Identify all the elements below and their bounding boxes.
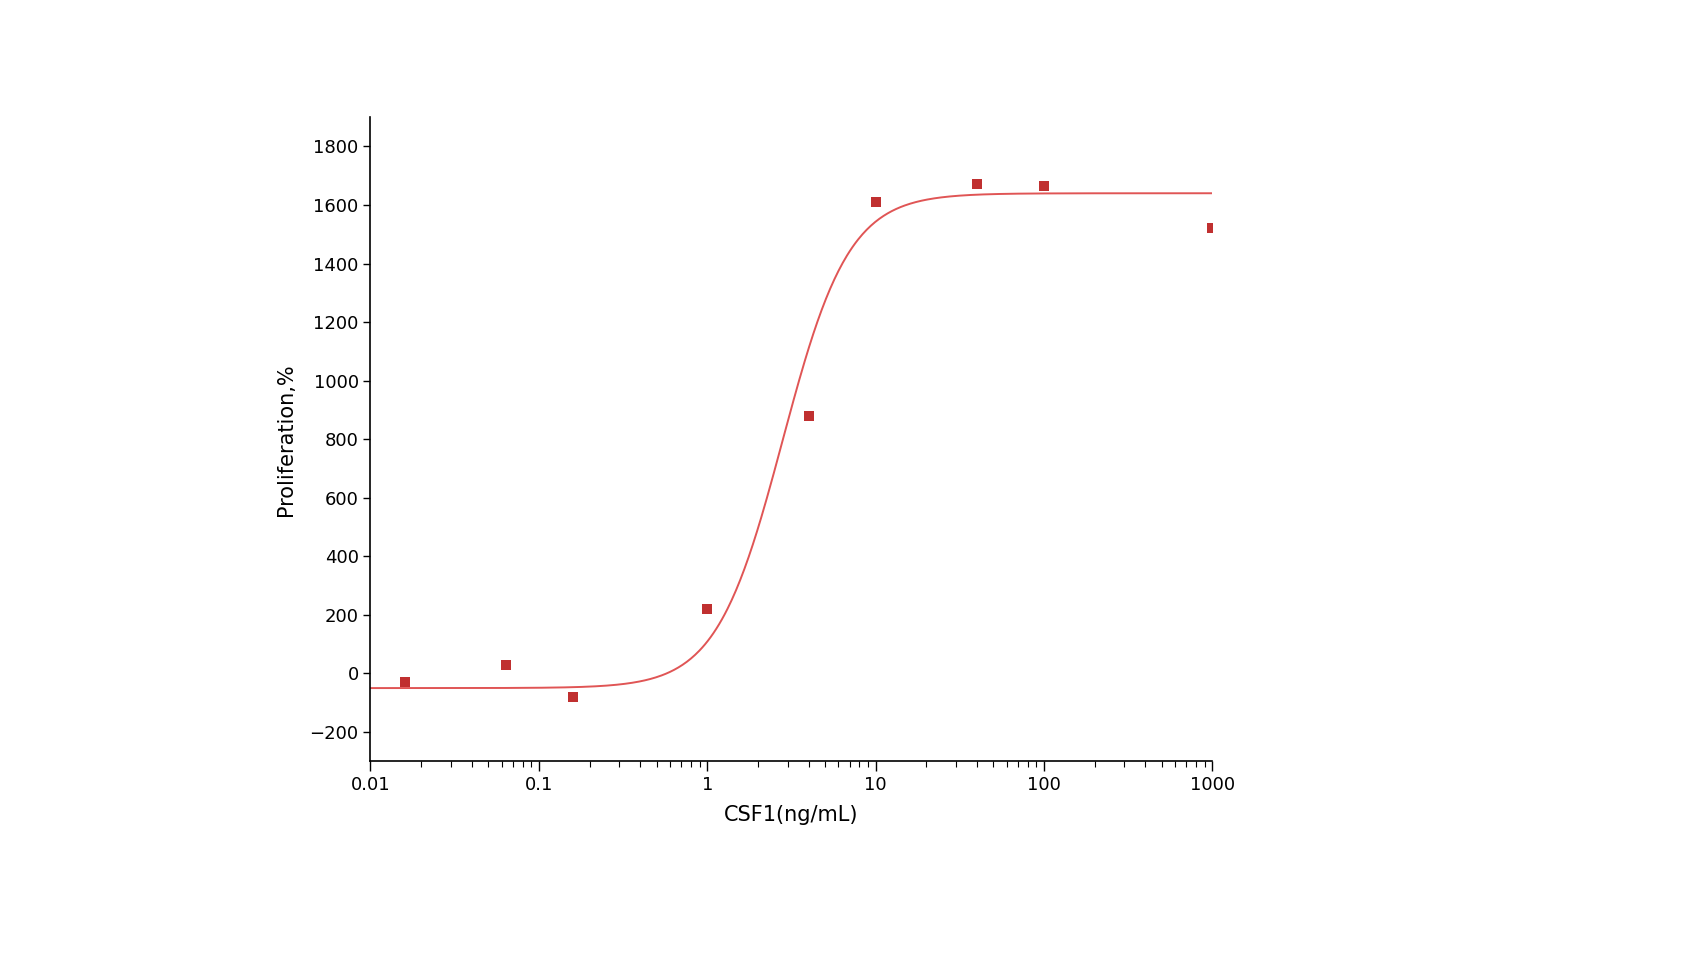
Point bbox=[559, 689, 586, 705]
Point bbox=[694, 601, 721, 617]
Point bbox=[1031, 178, 1058, 193]
Point bbox=[862, 194, 889, 210]
Point bbox=[493, 657, 520, 672]
Point bbox=[795, 408, 822, 424]
Point bbox=[1199, 221, 1226, 236]
Point bbox=[391, 674, 418, 690]
Y-axis label: Proliferation,%: Proliferation,% bbox=[276, 363, 296, 515]
X-axis label: CSF1(ng/mL): CSF1(ng/mL) bbox=[724, 805, 859, 825]
Point bbox=[963, 177, 990, 192]
